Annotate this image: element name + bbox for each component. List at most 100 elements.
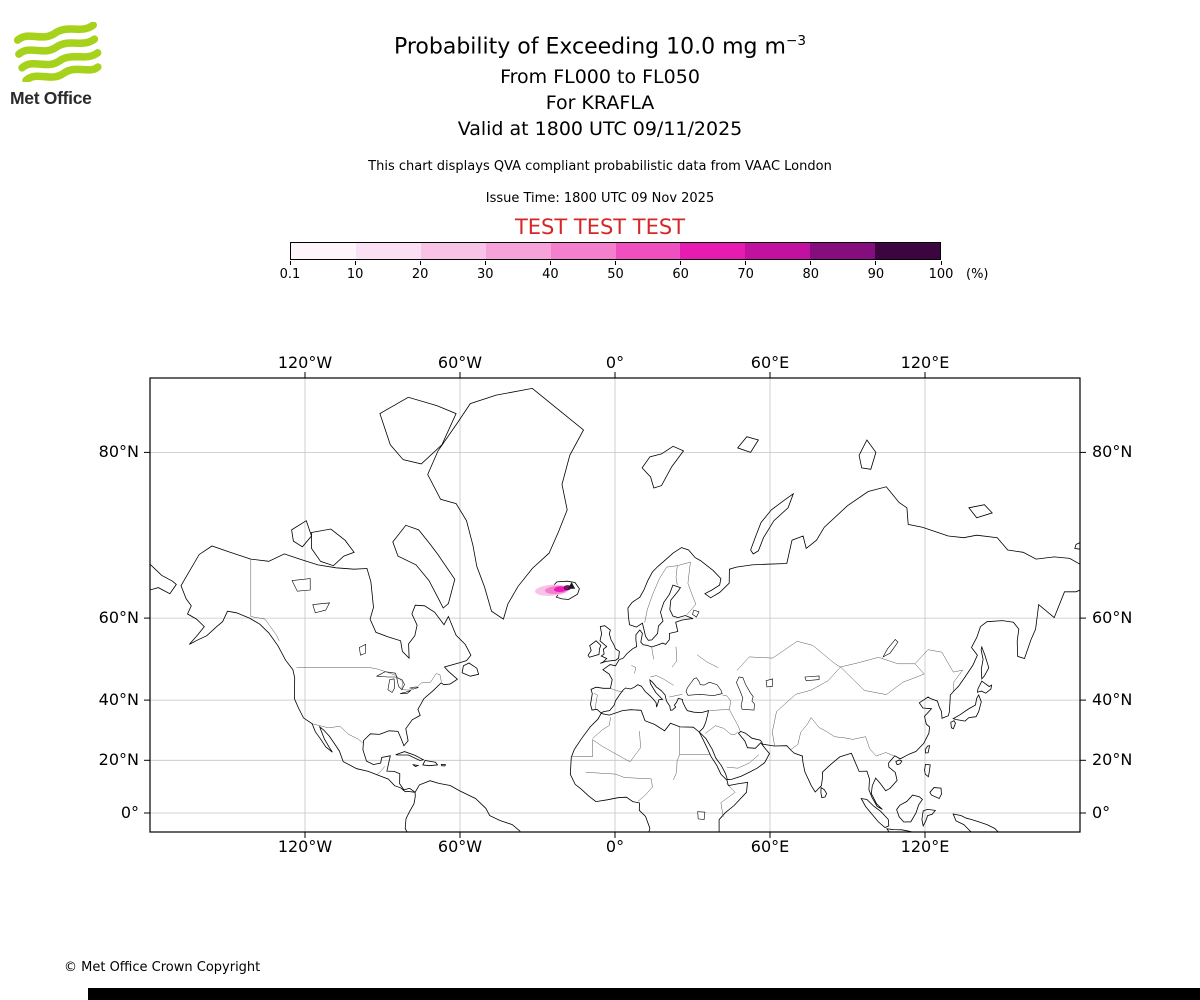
country-border [639,731,641,748]
coastline [750,492,795,555]
coastline [952,694,982,722]
lat-right-label: 80°N [1092,442,1133,462]
coastline [737,436,760,453]
coastline [950,720,956,730]
subtitle-volcano: For KRAFLA [545,92,655,114]
country-border [705,725,739,735]
coastline [896,794,923,823]
colorbar-segment [550,243,616,259]
lake-outline [291,578,311,592]
country-border [651,646,655,660]
colorbar-tick-label: 90 [867,267,885,282]
lat-right-label: 20°N [1092,750,1133,770]
country-border [709,694,731,711]
copyright-text: © Met Office Crown Copyright [64,960,261,975]
coastline [929,787,942,800]
country-border [865,736,877,757]
ash-cloud [535,584,571,596]
coastline [1074,542,1080,550]
country-border [696,654,719,668]
issue-time: Issue Time: 1800 UTC 09 Nov 2025 [485,191,715,206]
axis-ticks [144,372,1086,838]
colorbar-tick [354,261,356,265]
lat-left-label: 0° [120,803,139,822]
colorbar-tick [940,261,942,265]
lake-outline [400,690,412,694]
lake-outline [396,677,405,691]
country-border [631,665,636,674]
coastline [404,780,521,832]
lat-right-label: 60°N [1092,608,1133,628]
lat-left-label: 60°N [98,608,139,628]
subtitle-valid-time: Valid at 1800 UTC 09/11/2025 [457,118,743,140]
lat-right-label: 40°N [1092,690,1133,710]
lon-label-top: 60°E [750,353,790,372]
lon-label-top: 120°E [900,353,950,372]
lake-outline [375,671,398,678]
coastline [952,813,999,832]
coastline [895,759,903,766]
country-border [729,709,741,732]
lat-left-label: 20°N [98,750,139,770]
coastline [311,528,355,567]
colorbar-tick-label: 10 [346,267,364,282]
coastline [980,645,990,680]
country-border [610,688,624,693]
country-border [593,692,598,710]
coastline [885,828,912,832]
coastline [820,786,828,798]
coastline [587,640,602,658]
colorbar-tick-label: 80 [802,267,820,282]
country-border [673,754,680,780]
country-border [720,783,736,803]
coastline [641,445,685,489]
country-border [772,711,777,747]
colorbar-tick [289,261,291,265]
country-border [585,771,652,780]
coastline [924,763,931,778]
colorbar-tick [549,261,551,265]
country-border [840,657,915,668]
country-border [914,649,964,691]
country-border [592,717,611,739]
colorbar-segment [420,243,486,259]
country-border [376,766,385,776]
lon-label-bottom: 60°W [437,837,483,856]
subtitle-flight-levels: From FL000 to FL050 [500,66,700,88]
colorbar-segments [290,242,941,260]
lake-outline [736,676,755,711]
country-border [250,616,280,641]
lake-outline [692,609,700,618]
coastline [599,625,620,664]
coastline [569,709,748,832]
lon-label-bottom: 0° [605,837,625,856]
lat-left-label: 40°N [98,690,139,710]
colorbar-segment [875,243,941,259]
colorbar-tick-label: 50 [607,267,624,282]
colorbar: (%) 0.1 10 20 30 40 50 60 70 80 90 100 [280,242,989,282]
coastline [291,520,312,548]
lon-label-top: 0° [605,353,625,372]
coastline [395,751,425,761]
country-border [637,778,653,802]
coastline [180,545,472,793]
coastline [921,808,937,828]
country-border [726,754,760,769]
country-border [720,802,724,817]
lon-label-top: 120°W [277,353,333,372]
lon-label-bottom: 60°E [750,837,790,856]
country-border [790,717,812,750]
colorbar-segment [745,243,811,259]
country-border [369,667,442,691]
colorbar-tick-label: 30 [477,267,494,282]
colorbar-segment [680,243,746,259]
country-border [686,562,697,616]
met-office-logo-waves [13,21,102,85]
coastline [427,387,585,620]
lon-label-bottom: 120°W [277,837,333,856]
country-border [776,666,841,712]
test-banner: TEST TEST TEST [514,215,686,239]
volcano-marker [568,582,576,589]
page-title-text: Probability of Exceeding 10.0 mg m [393,34,786,60]
colorbar-tick [419,261,421,265]
